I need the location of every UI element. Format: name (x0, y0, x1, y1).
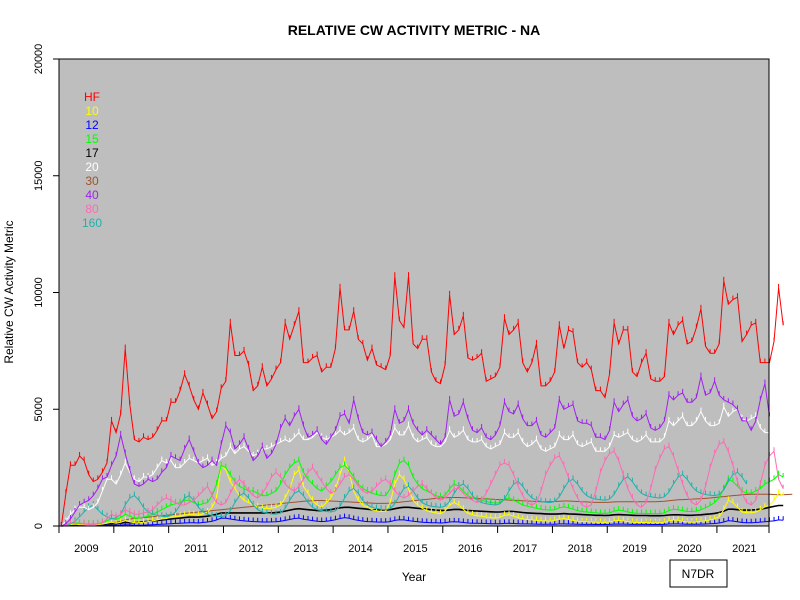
series-line-80 (61, 441, 784, 527)
legend-entry-40: 40 (85, 188, 99, 202)
legend-entry-80: 80 (85, 202, 99, 216)
series-40 (60, 372, 770, 527)
x-tick-label: 2013 (293, 543, 317, 555)
x-tick-label: 2010 (129, 543, 153, 555)
legend-entry-15: 15 (85, 132, 99, 146)
legend-entry-12: 12 (85, 118, 99, 132)
legend-entry-20: 20 (85, 160, 99, 174)
x-tick-label: 2017 (513, 543, 537, 555)
x-tick-label: 2020 (677, 543, 701, 555)
x-tick-label: 2011 (184, 543, 208, 555)
legend-entry-hf: HF (84, 90, 100, 104)
x-axis-title: Year (402, 570, 426, 584)
x-tick-label: 2014 (348, 543, 372, 555)
x-tick-label: 2019 (622, 543, 646, 555)
series-layer (60, 272, 793, 527)
legend-entry-17: 17 (85, 146, 99, 160)
credit-box: N7DR (669, 559, 728, 588)
series-line-10 (61, 459, 784, 527)
x-axis: 2009 2010 2011 2012 2013 2014 2015 2016 2017 2018… (58, 525, 770, 555)
x-tick-label: 2016 (458, 543, 482, 555)
series-10 (60, 456, 784, 527)
y-axis: 0 5000 10000 15000 20000 (33, 44, 60, 529)
x-tick-label: 2009 (74, 543, 98, 555)
x-tick-label: 2018 (568, 543, 592, 555)
legend-entry-30: 30 (85, 174, 99, 188)
y-tick-label: 20000 (33, 44, 45, 75)
y-tick-label: 5000 (33, 397, 45, 421)
series-line-12 (61, 517, 784, 527)
x-tick-label: 2021 (732, 543, 756, 555)
series-80 (60, 437, 784, 527)
y-tick-label: 10000 (33, 277, 45, 308)
series-line-40 (61, 376, 770, 527)
series-hf (60, 272, 784, 527)
series-line-30 (61, 493, 793, 527)
series-30 (61, 493, 793, 527)
x-tick-label: 2012 (239, 543, 263, 555)
plot-background (59, 59, 769, 526)
y-tick-label: 0 (33, 523, 45, 529)
legend-entry-160: 160 (82, 216, 102, 230)
legend-entry-10: 10 (85, 104, 99, 118)
y-axis-title: Relative CW Activity Metric (2, 220, 16, 363)
x-tick-label: 2015 (403, 543, 427, 555)
chart-title: RELATIVE CW ACTIVITY METRIC - NA (288, 22, 541, 38)
credit-label: N7DR (682, 567, 715, 581)
y-tick-label: 15000 (33, 160, 45, 191)
